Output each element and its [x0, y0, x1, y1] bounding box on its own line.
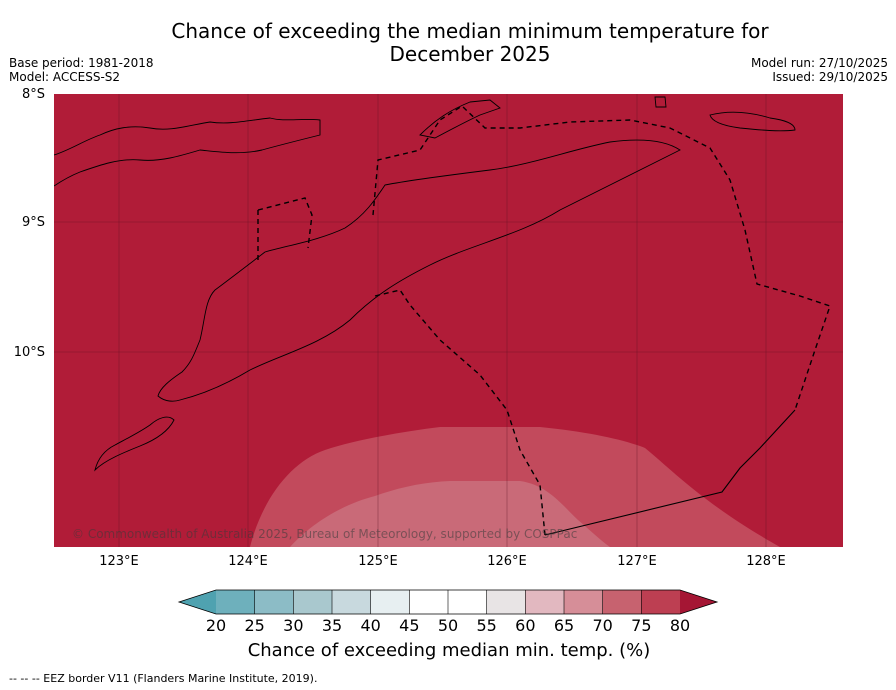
model-run: Model run: 27/10/2025: [750, 56, 888, 70]
x-tick-label: 126°E: [487, 554, 527, 569]
colorbar-segment: [216, 590, 255, 614]
colorbar-tick-label: 80: [669, 616, 691, 635]
gridlines: [54, 94, 843, 547]
colorbar-extend-low: [179, 590, 216, 614]
colorbar-segment: [254, 590, 294, 614]
map-area: © Commonwealth of Australia 2025, Bureau…: [54, 94, 843, 547]
wetar-coastline: [709, 111, 796, 132]
colorbar-segment: [564, 590, 603, 614]
copyright-text: © Commonwealth of Australia 2025, Bureau…: [72, 527, 577, 541]
eez-border: [257, 105, 831, 536]
colorbar-segment: [370, 590, 410, 614]
title-line-2: December 2025: [389, 42, 551, 66]
colorbar-segment: [486, 590, 526, 614]
meta-right: Model run: 27/10/2025 Issued: 29/10/2025: [751, 56, 888, 84]
colorbar-tick-label: 40: [360, 616, 381, 635]
colorbar: [177, 589, 719, 615]
colorbar-segment: [602, 590, 642, 614]
coastlines: [54, 96, 796, 472]
y-tick-label: 9°S: [21, 215, 45, 230]
timor-coastline: [157, 139, 681, 402]
model-name: Model: ACCESS-S2: [9, 70, 121, 84]
footnote: -- -- -- EEZ border V11 (Flanders Marine…: [9, 672, 318, 685]
colorbar-label: Chance of exceeding median min. temp. (%…: [247, 640, 651, 661]
semau-coastline: [94, 416, 175, 472]
meta-left: Base period: 1981-2018 Model: ACCESS-S2: [9, 56, 154, 84]
y-tick-label: 8°S: [21, 87, 45, 102]
colorbar-segment: [641, 590, 680, 614]
issued-date: Issued: 29/10/2025: [772, 70, 888, 84]
colorbar-tick-label: 20: [205, 616, 227, 635]
title-line-1: Chance of exceeding the median minimum t…: [171, 19, 769, 43]
x-tick-label: 127°E: [617, 554, 657, 569]
colorbar-tick-label: 25: [244, 616, 265, 635]
base-period: Base period: 1981-2018: [9, 56, 154, 70]
x-tick-label: 128°E: [746, 554, 786, 569]
colorbar-segment: [332, 590, 371, 614]
y-tick-label: 10°S: [13, 345, 45, 360]
colorbar-extend-high: [680, 590, 717, 614]
colorbar-segment: [448, 590, 487, 614]
x-tick-label: 124°E: [228, 554, 268, 569]
small-island: [654, 96, 667, 108]
colorbar-tick-label: 35: [321, 616, 343, 635]
probability-band-70: [290, 481, 610, 547]
colorbar-segment: [409, 590, 448, 614]
colorbar-tick-label: 75: [631, 616, 652, 635]
alor-coastline: [419, 99, 501, 139]
flores-coastline: [54, 117, 321, 187]
colorbar-segment: [525, 590, 564, 614]
x-tick-label: 125°E: [358, 554, 398, 569]
colorbar-tick-label: 55: [476, 616, 497, 635]
colorbar-tick-label: 50: [437, 616, 459, 635]
colorbar-tick-label: 30: [283, 616, 304, 635]
colorbar-tick-label: 60: [515, 616, 536, 635]
colorbar-tick-label: 45: [399, 616, 420, 635]
colorbar-tick-label: 65: [553, 616, 575, 635]
map-title: Chance of exceeding the median minimum t…: [0, 20, 896, 66]
x-tick-label: 123°E: [99, 554, 139, 569]
colorbar-segment: [293, 590, 332, 614]
colorbar-tick-label: 70: [592, 616, 613, 635]
colorbar-outline: [177, 589, 719, 615]
